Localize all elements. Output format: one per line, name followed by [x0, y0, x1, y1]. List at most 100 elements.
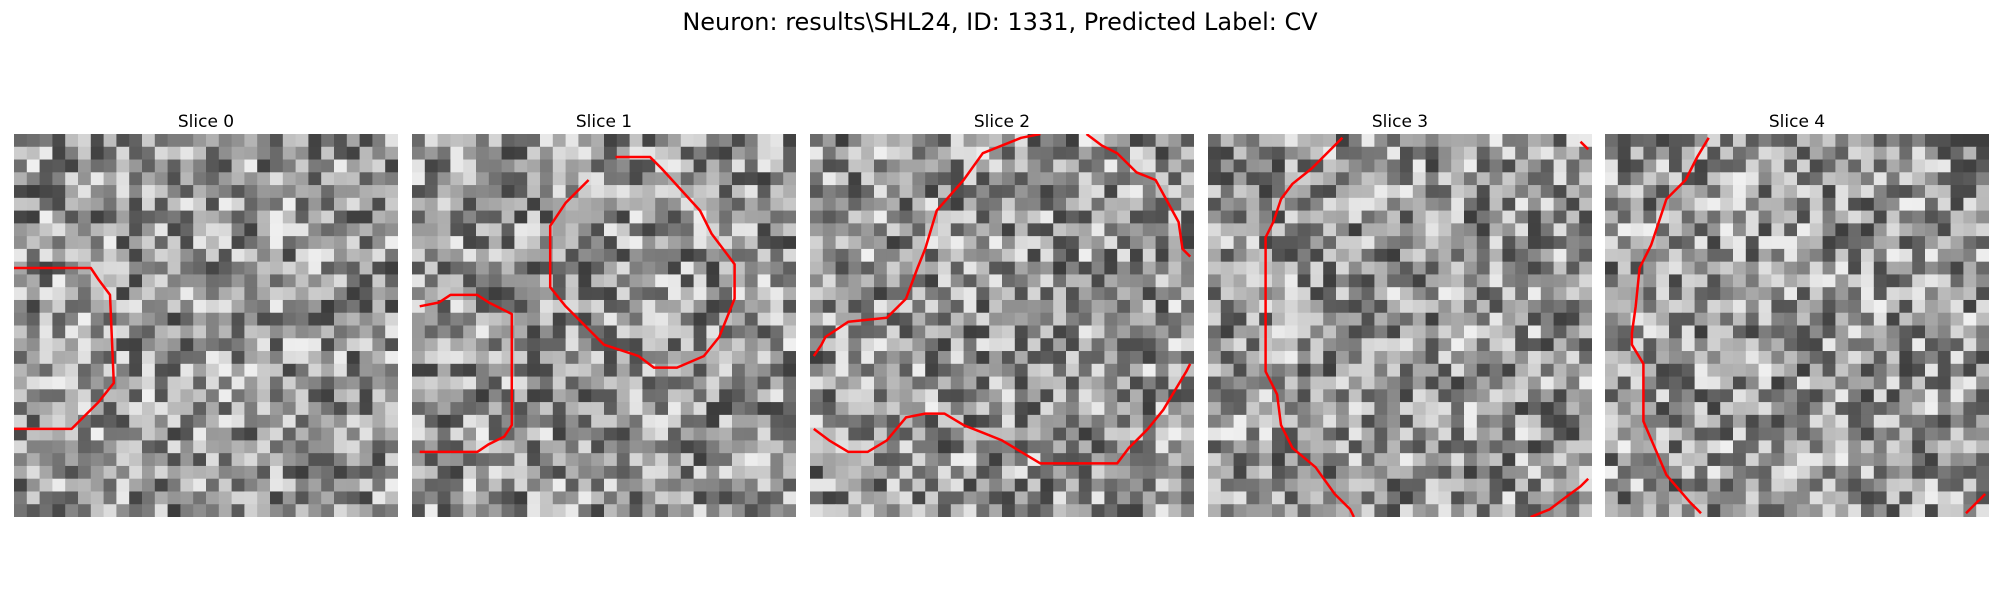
pixel	[90, 236, 105, 250]
pixel	[424, 274, 439, 288]
pixel	[925, 453, 939, 467]
pixel	[1784, 402, 1798, 416]
pixel	[1720, 172, 1734, 186]
pixel	[1130, 491, 1144, 505]
pixel	[257, 236, 271, 250]
pixel	[1643, 261, 1657, 276]
pixel	[1438, 504, 1452, 517]
pixel	[1374, 159, 1388, 173]
pixel	[1528, 363, 1542, 378]
pixel	[1130, 312, 1144, 327]
pixel	[1707, 299, 1721, 314]
pixel	[1669, 402, 1683, 416]
pixel	[26, 453, 41, 467]
pixel	[1220, 427, 1235, 441]
pixel	[1412, 453, 1427, 467]
pixel	[270, 414, 284, 429]
pixel	[65, 504, 79, 517]
pixel	[1066, 389, 1080, 403]
pixel	[642, 312, 656, 327]
pixel	[950, 389, 965, 403]
pixel	[1912, 414, 1926, 429]
pixel	[1643, 414, 1657, 429]
pixel	[1912, 440, 1926, 454]
pixel	[1002, 427, 1016, 441]
pixel	[1374, 427, 1388, 441]
pixel	[372, 312, 386, 327]
pixel	[346, 351, 361, 365]
pixel	[1553, 146, 1567, 161]
pixel	[206, 389, 220, 403]
pixel	[693, 389, 707, 403]
pixel	[1669, 172, 1683, 186]
pixel	[206, 504, 220, 517]
pixel	[963, 478, 977, 493]
pixel	[167, 414, 181, 429]
pixel	[1848, 325, 1862, 339]
pixel	[810, 427, 824, 441]
pixel	[1822, 414, 1836, 429]
pixel	[1310, 210, 1324, 224]
pixel	[963, 185, 977, 199]
pixel	[822, 261, 837, 276]
pixel	[1553, 351, 1567, 365]
pixel	[1348, 389, 1363, 403]
pixel	[1451, 389, 1465, 403]
pixel	[912, 402, 926, 416]
pixel	[282, 210, 297, 224]
pixel	[1784, 274, 1798, 288]
pixel	[1323, 453, 1337, 467]
pixel	[476, 414, 490, 429]
pixel	[1630, 223, 1644, 237]
pixel	[1310, 261, 1324, 276]
pixel	[1669, 351, 1683, 365]
pixel	[372, 427, 386, 441]
pixel	[1348, 491, 1363, 505]
pixel	[218, 338, 233, 352]
pixel	[1310, 325, 1324, 339]
pixel	[732, 351, 746, 365]
pixel	[334, 414, 348, 429]
pixel	[810, 465, 824, 480]
pixel	[565, 376, 579, 390]
pixel	[1310, 351, 1324, 365]
pixel	[744, 236, 759, 250]
pixel	[1078, 146, 1093, 161]
pixel	[770, 363, 784, 378]
pixel	[26, 248, 41, 263]
pixel	[1078, 159, 1093, 173]
pixel	[744, 338, 759, 352]
pixel	[1912, 159, 1926, 173]
pixel	[1502, 363, 1516, 378]
pixel	[565, 465, 579, 480]
pixel	[552, 440, 567, 454]
pixel	[1181, 146, 1194, 161]
pixel	[1425, 402, 1439, 416]
pixel	[552, 261, 567, 276]
pixel	[1233, 465, 1247, 480]
pixel	[1489, 299, 1503, 314]
pixel	[26, 197, 41, 212]
pixel	[1336, 134, 1350, 148]
pixel	[668, 299, 682, 314]
pixel	[1348, 312, 1363, 327]
pixel	[1745, 414, 1760, 429]
pixel	[1707, 325, 1721, 339]
pixel	[14, 504, 28, 517]
pixel	[65, 197, 79, 212]
pixel	[65, 236, 79, 250]
pixel	[1361, 185, 1375, 199]
pixel	[257, 134, 271, 148]
pixel	[334, 210, 348, 224]
pixel	[1053, 351, 1067, 365]
pixel	[578, 440, 592, 454]
pixel	[1540, 172, 1555, 186]
pixel	[90, 197, 105, 212]
pixel	[321, 146, 335, 161]
pixel	[437, 146, 451, 161]
pixel	[719, 159, 733, 173]
pixel	[270, 185, 284, 199]
pixel	[1412, 274, 1427, 288]
pixel	[680, 248, 695, 263]
pixel	[116, 427, 130, 441]
